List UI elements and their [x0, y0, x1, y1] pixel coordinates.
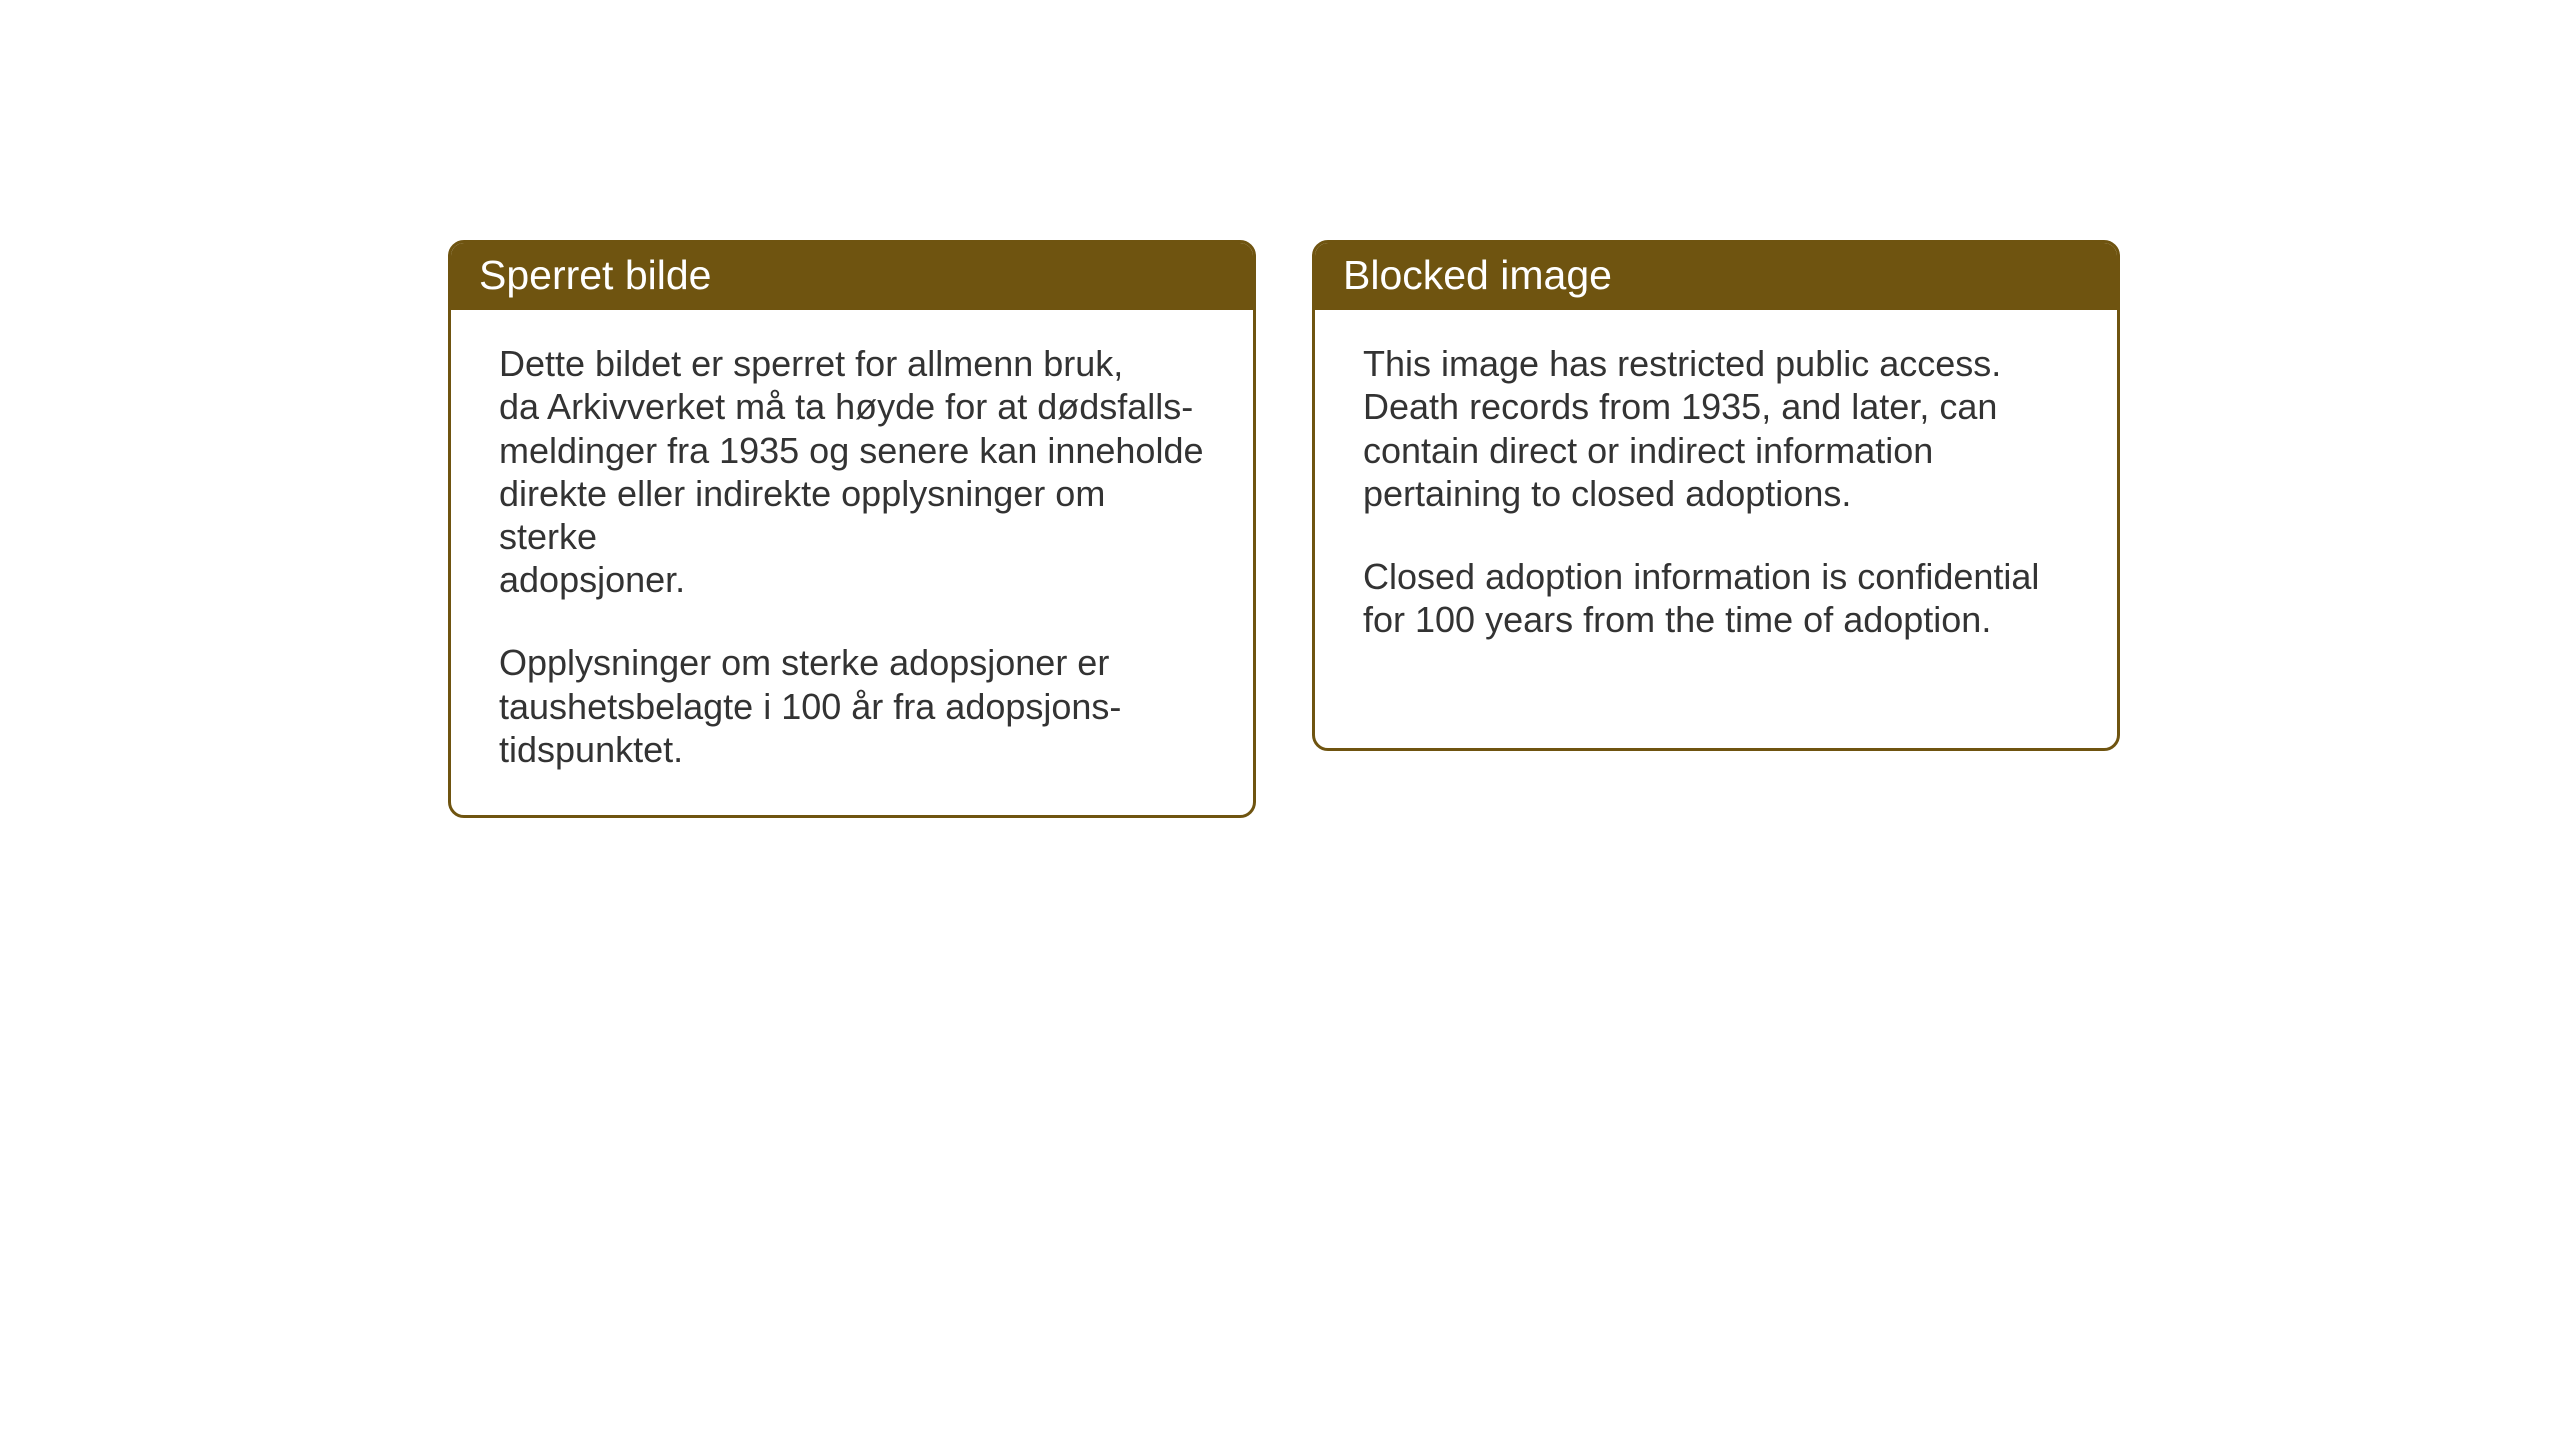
card-header-norwegian: Sperret bilde [451, 243, 1253, 310]
card-body-english: This image has restricted public access.… [1315, 310, 2117, 748]
text-line: da Arkivverket må ta høyde for at dødsfa… [499, 386, 1193, 427]
text-line: meldinger fra 1935 og senere kan innehol… [499, 430, 1204, 471]
text-line: tidspunktet. [499, 729, 683, 770]
text-line: Closed adoption information is confident… [1363, 556, 2039, 597]
norwegian-para-1: Dette bildet er sperret for allmenn bruk… [499, 342, 1205, 601]
english-para-1: This image has restricted public access.… [1363, 342, 2069, 515]
text-line: taushetsbelagte i 100 år fra adopsjons- [499, 686, 1121, 727]
norwegian-para-2: Opplysninger om sterke adopsjoner er tau… [499, 641, 1205, 771]
text-line: direkte eller indirekte opplysninger om … [499, 473, 1105, 557]
text-line: Death records from 1935, and later, can [1363, 386, 1997, 427]
english-para-2: Closed adoption information is confident… [1363, 555, 2069, 641]
notice-card-norwegian: Sperret bilde Dette bildet er sperret fo… [448, 240, 1256, 818]
card-header-english: Blocked image [1315, 243, 2117, 310]
card-body-norwegian: Dette bildet er sperret for allmenn bruk… [451, 310, 1253, 815]
text-line: Dette bildet er sperret for allmenn bruk… [499, 343, 1123, 384]
text-line: contain direct or indirect information [1363, 430, 1933, 471]
text-line: for 100 years from the time of adoption. [1363, 599, 1991, 640]
text-line: pertaining to closed adoptions. [1363, 473, 1851, 514]
notice-card-english: Blocked image This image has restricted … [1312, 240, 2120, 751]
text-line: This image has restricted public access. [1363, 343, 2001, 384]
text-line: adopsjoner. [499, 559, 685, 600]
text-line: Opplysninger om sterke adopsjoner er [499, 642, 1109, 683]
notice-cards-container: Sperret bilde Dette bildet er sperret fo… [448, 240, 2120, 818]
